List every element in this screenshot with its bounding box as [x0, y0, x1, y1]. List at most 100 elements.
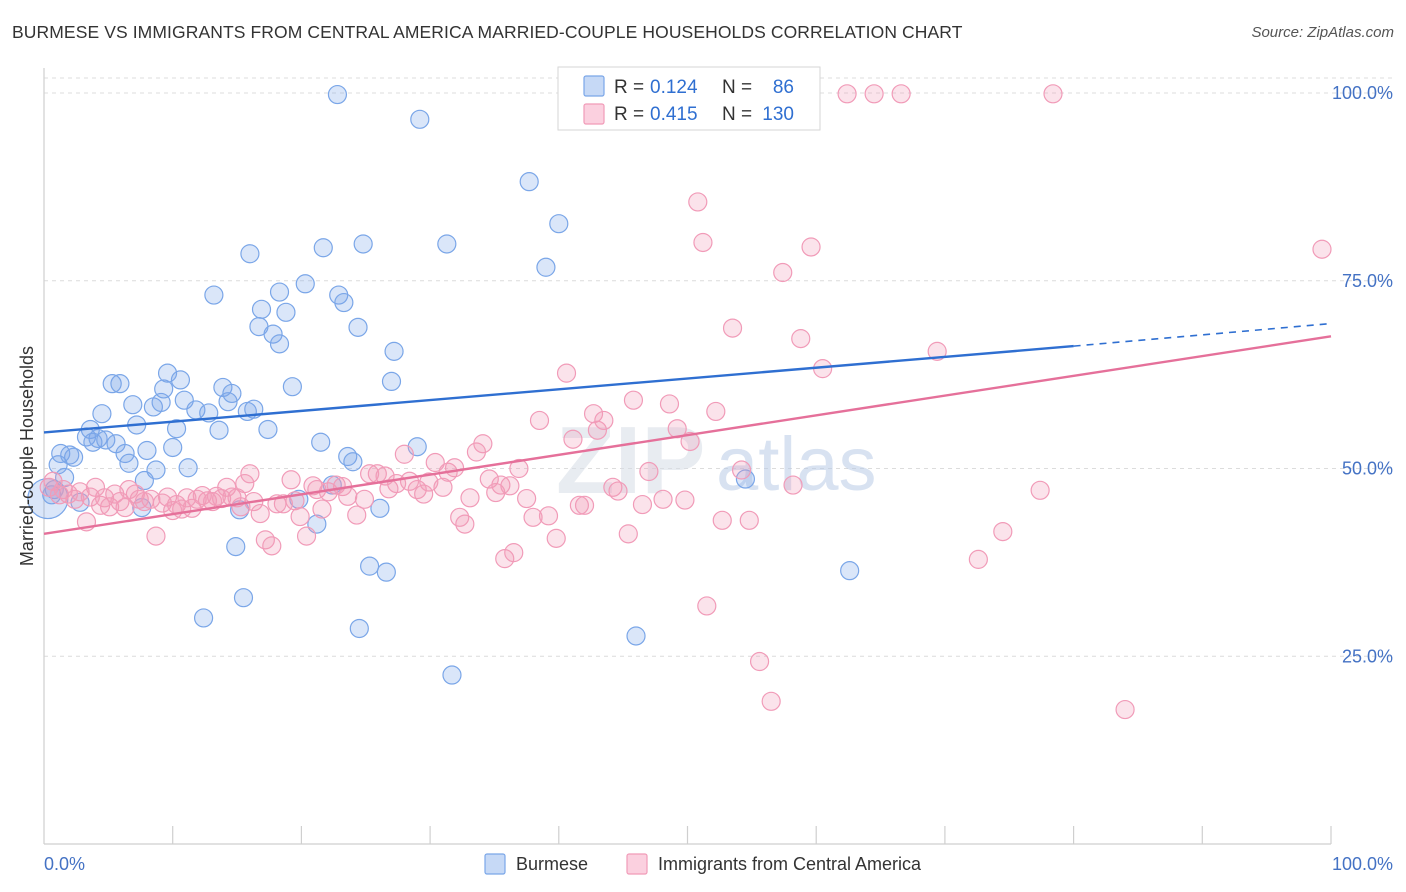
burmese-point — [376, 562, 396, 582]
legend-r-label-0: R = — [614, 77, 644, 98]
central-america-point — [697, 596, 717, 616]
y-tick-label: 75.0% — [1342, 271, 1393, 291]
burmese-point — [88, 428, 108, 449]
grid-lines — [44, 77, 1393, 657]
chart-source: Source: ZipAtlas.com — [1251, 24, 1394, 41]
bottom-legend-label-burmese: Burmese — [516, 854, 588, 874]
burmese-point — [311, 432, 331, 452]
central-america-point — [444, 458, 465, 478]
central-america-point — [338, 486, 358, 506]
central-america-point — [688, 192, 708, 212]
central-america-point — [141, 489, 161, 509]
burmese-point — [437, 234, 457, 254]
burmese-trend-line — [43, 344, 1074, 434]
burmese-trend-extension — [1073, 322, 1332, 347]
burmese-point — [410, 109, 430, 129]
central-america-point — [504, 543, 524, 563]
central-america-point — [94, 488, 115, 508]
central-america-point — [100, 497, 120, 517]
central-america-point — [433, 477, 453, 497]
central-america-point — [706, 401, 726, 422]
central-america-point — [680, 431, 700, 452]
central-america-point — [608, 481, 628, 501]
central-america-point — [773, 262, 793, 283]
central-america-point — [152, 493, 173, 513]
burmese-point — [154, 379, 174, 399]
burmese-point — [282, 377, 302, 397]
central-america-point — [587, 420, 608, 440]
burmese-point — [92, 404, 112, 424]
central-america-point — [354, 489, 375, 509]
y-tick-label: 50.0% — [1342, 459, 1393, 479]
central-america-point — [455, 514, 475, 534]
central-america-point — [394, 444, 414, 464]
central-america-point — [632, 494, 653, 515]
y-tick-label: 25.0% — [1342, 646, 1393, 666]
central-america-point — [273, 494, 293, 514]
legend-bottom: Burmese Immigrants from Central America — [484, 853, 922, 875]
central-america-point — [618, 524, 638, 544]
burmese-point — [295, 274, 315, 294]
legend-top: R = 0.124 N = 86 R = 0.415 N = 130 — [557, 66, 821, 131]
burmese-point — [233, 588, 254, 608]
burmese-point — [276, 302, 296, 322]
central-america-point — [146, 526, 166, 546]
central-america-point — [712, 510, 732, 530]
burmese-point — [269, 334, 290, 354]
legend-r-value-1: 0.415 — [650, 104, 698, 125]
central-america-point — [419, 472, 439, 492]
trend-lines — [43, 322, 1332, 536]
central-america-point — [187, 489, 207, 509]
burmese-point — [102, 374, 122, 394]
central-america-point — [639, 461, 659, 482]
burmese-point — [313, 238, 333, 258]
central-america-point — [993, 521, 1013, 542]
burmese-point — [370, 498, 390, 518]
y-axis-label: Married-couple Households — [17, 346, 37, 566]
burmese-point — [226, 537, 246, 557]
central-america-point — [240, 464, 260, 484]
central-america-point — [177, 488, 197, 508]
burmese-point — [334, 292, 354, 313]
central-america-point — [623, 390, 644, 410]
central-america-point — [262, 536, 282, 556]
burmese-point — [343, 452, 363, 472]
burmese-point — [123, 395, 143, 415]
central-america-point — [864, 84, 884, 104]
central-america-point — [1043, 84, 1063, 104]
central-america-point — [1115, 699, 1135, 720]
central-america-point — [653, 489, 673, 509]
central-america-point — [473, 434, 493, 454]
x-tick-label-min: 0.0% — [44, 854, 85, 874]
central-america-point — [722, 318, 743, 338]
central-america-point — [927, 341, 947, 361]
central-america-point — [529, 410, 550, 431]
central-america-point — [281, 470, 301, 490]
legend-r-label-1: R = — [614, 104, 644, 125]
burmese-point — [381, 371, 402, 392]
central-america-point — [1312, 239, 1332, 259]
central-america-point — [500, 476, 520, 496]
central-america-point — [761, 691, 781, 711]
central-america-point — [517, 488, 537, 509]
legend-n-label-0: N = — [722, 77, 752, 98]
central-america-point — [556, 363, 577, 383]
central-america-point — [675, 490, 695, 510]
burmese-point — [384, 341, 404, 361]
central-america-point — [80, 487, 100, 507]
burmese-point — [240, 244, 260, 264]
burmese-point — [519, 172, 539, 192]
central-america-point — [693, 232, 713, 253]
burmese-point — [353, 234, 373, 254]
bottom-legend-label-central-america: Immigrants from Central America — [658, 854, 922, 874]
burmese-point — [178, 458, 198, 478]
burmese-point — [263, 324, 283, 344]
burmese-point — [137, 440, 157, 461]
y-tick-labels: 25.0% 50.0% 75.0% 100.0% — [1332, 83, 1393, 666]
legend-r-value-0: 0.124 — [650, 77, 698, 98]
watermark: ZIP atlas — [556, 407, 877, 514]
central-america-point — [296, 526, 317, 546]
central-america-point — [312, 499, 332, 519]
central-america-point — [801, 237, 821, 257]
